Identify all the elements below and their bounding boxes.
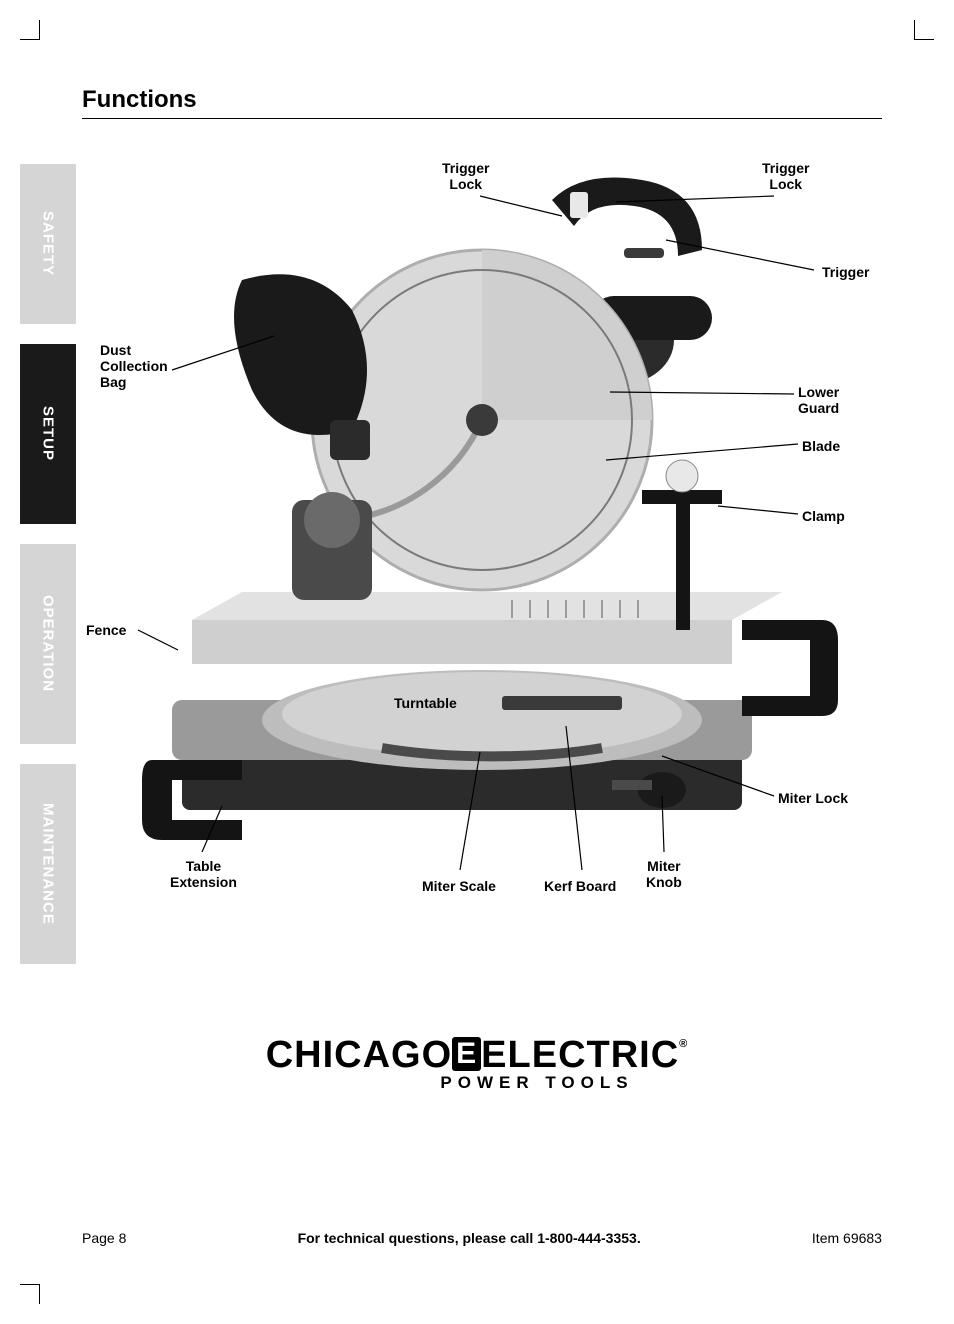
page-footer: Page 8 For technical questions, please c… (82, 1230, 882, 1246)
registered-icon: ® (679, 1038, 688, 1050)
callout-table-ext: TableExtension (170, 858, 237, 890)
saw-illustration (82, 140, 882, 920)
functions-diagram: TriggerLock TriggerLock Trigger DustCollect… (82, 140, 882, 920)
brand-word-2: ELECTRIC (481, 1034, 679, 1076)
callout-trigger-lock-right: TriggerLock (762, 160, 809, 192)
crop-mark-bl (20, 1284, 40, 1304)
tab-setup: SETUP (20, 344, 76, 524)
brand-word-1: CHICAGO (266, 1034, 452, 1076)
brand-line1: CHICAGOEELECTRIC® (0, 1034, 954, 1077)
brand-logo: CHICAGOEELECTRIC® POWER TOOLS (0, 1034, 954, 1093)
tab-maintenance: MAINTENANCE (20, 764, 76, 964)
callout-fence: Fence (86, 622, 126, 638)
tab-label: OPERATION (40, 595, 57, 692)
callout-clamp: Clamp (802, 508, 845, 524)
tab-label: MAINTENANCE (40, 803, 57, 925)
support-phone: For technical questions, please call 1-8… (298, 1230, 641, 1246)
callout-kerf-board: Kerf Board (544, 878, 616, 894)
tab-operation: OPERATION (20, 544, 76, 744)
page-title: Functions (82, 86, 197, 114)
callout-dust-bag: DustCollectionBag (100, 342, 168, 390)
callout-miter-scale: Miter Scale (422, 878, 496, 894)
tab-label: SAFETY (40, 211, 57, 276)
crop-mark-tl (20, 20, 40, 40)
tab-label: SETUP (40, 406, 57, 461)
callout-trigger: Trigger (822, 264, 869, 280)
tab-safety: SAFETY (20, 164, 76, 324)
callout-miter-knob: MiterKnob (646, 858, 682, 890)
callout-turntable: Turntable (394, 695, 457, 711)
brand-line2: POWER TOOLS (120, 1073, 954, 1093)
callout-trigger-lock-left: TriggerLock (442, 160, 489, 192)
callout-lower-guard: LowerGuard (798, 384, 839, 416)
side-tabs: SAFETY SETUP OPERATION MAINTENANCE (20, 164, 76, 984)
callout-miter-lock: Miter Lock (778, 790, 848, 806)
item-number: Item 69683 (812, 1230, 882, 1246)
page-number: Page 8 (82, 1230, 126, 1246)
brand-e-icon: E (452, 1037, 481, 1071)
callout-blade: Blade (802, 438, 840, 454)
crop-mark-tr (914, 20, 934, 40)
title-rule (82, 118, 882, 119)
